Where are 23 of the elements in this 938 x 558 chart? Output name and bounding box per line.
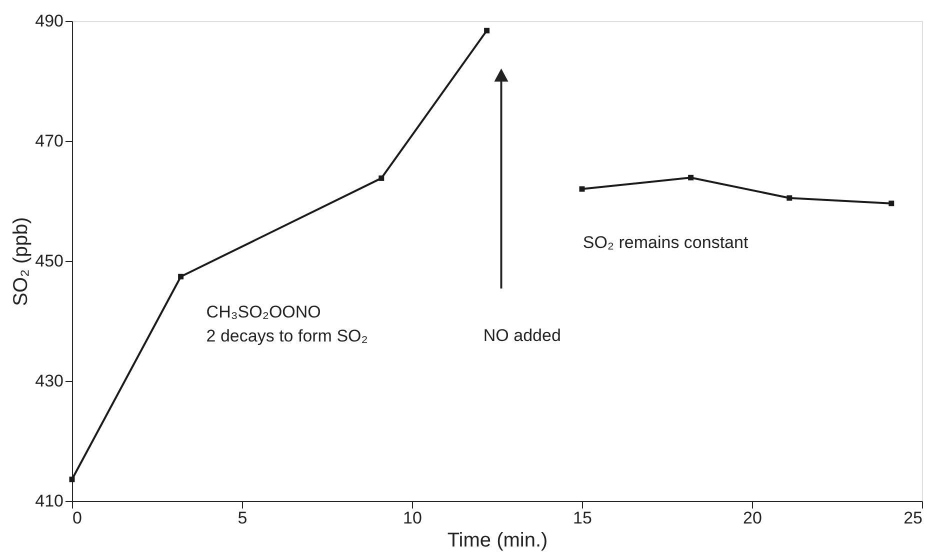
point <box>484 28 490 34</box>
y-tick-label: 450 <box>35 252 64 270</box>
point <box>378 175 384 181</box>
x-axis-title: Time (min.) <box>447 530 548 552</box>
annotation: SO₂ remains constant <box>582 233 748 252</box>
annotation: CH₃SO₂OONO 2 decays to form SO₂ <box>206 302 368 346</box>
y-tick-label: 490 <box>35 12 64 30</box>
x-tick-label: 0 <box>72 508 82 528</box>
x-tick-label: 10 <box>403 508 422 528</box>
point <box>888 200 894 206</box>
y-tick-label: 410 <box>35 492 64 510</box>
y-tick-label: 430 <box>35 372 64 390</box>
y-axis-title: SO₂ (ppb) <box>10 217 32 306</box>
annotation: NO added <box>483 326 561 345</box>
x-tick-label: 20 <box>743 508 762 528</box>
point <box>786 195 792 201</box>
x-tick-label: 25 <box>904 508 922 528</box>
x-tick-label: 15 <box>573 508 592 528</box>
y-tick-label: 470 <box>35 132 64 150</box>
point <box>69 476 75 482</box>
point <box>178 274 184 280</box>
x-tick-label: 5 <box>238 508 248 528</box>
point <box>688 174 694 180</box>
